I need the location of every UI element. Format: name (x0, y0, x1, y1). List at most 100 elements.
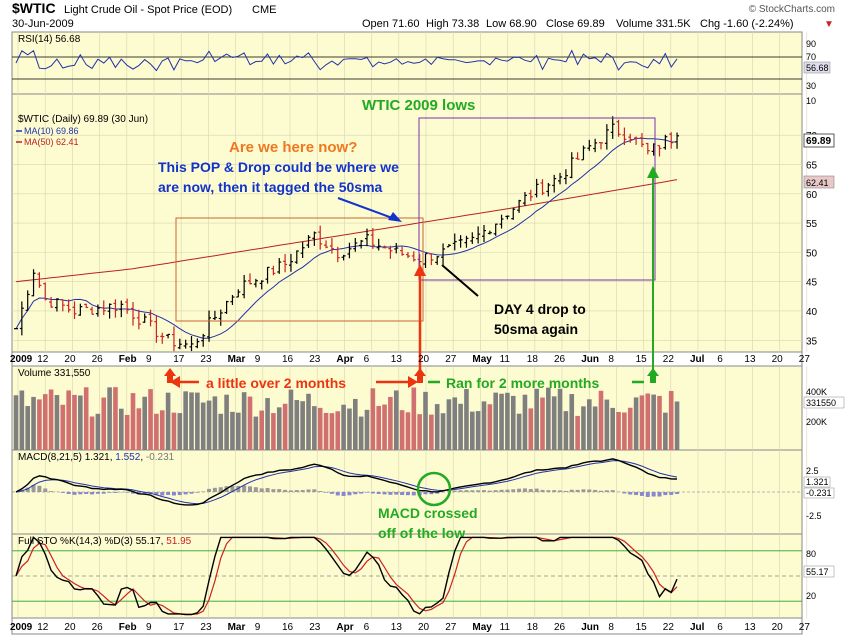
volume-bar (113, 387, 118, 450)
volume-bar (283, 404, 288, 450)
volume-bar (429, 415, 434, 450)
macd-histogram-bar (184, 492, 188, 494)
ma10-legend: MA(10) 69.86 (24, 126, 79, 136)
macd-histogram-bar (336, 492, 340, 495)
volume-bar (476, 411, 481, 450)
macd-histogram-bar (271, 489, 275, 492)
volume-bar (470, 412, 475, 450)
volume-bar (657, 396, 662, 450)
volume-bar (452, 397, 457, 450)
macd-histogram-bar (488, 491, 492, 492)
volume-bar (43, 394, 48, 450)
volume-bar (300, 401, 305, 450)
volume-bar (587, 399, 592, 450)
macd-histogram-bar (172, 492, 176, 495)
macd-histogram-bar (190, 492, 194, 494)
macd-histogram-bar (552, 490, 556, 492)
macd-histogram-bar (622, 492, 626, 493)
sto-last-value: 55.17 (806, 567, 829, 577)
macd-histogram-bar (242, 485, 246, 492)
sto-label: Full STO %K(14,3) %D(3) 55.17, 51.95 (18, 536, 192, 547)
volume-bar (534, 389, 539, 450)
macd-hist-last: -0.231 (806, 488, 832, 498)
macd-label: MACD(8,21,5) 1.321, 1.552, -0.231 (18, 452, 175, 463)
x-tick-label: Feb (119, 354, 137, 365)
sto-tick-80: 80 (806, 549, 816, 559)
x-tick-label: Apr (336, 622, 353, 633)
volume-bar (49, 389, 54, 450)
volume-bar (376, 406, 381, 450)
macd-histogram-bar (67, 492, 71, 494)
macd-histogram-bar (295, 490, 299, 492)
volume-bar (119, 409, 124, 450)
volume-bar (529, 408, 534, 450)
macd-histogram-bar (517, 489, 521, 492)
macd-histogram-bar (541, 490, 545, 492)
macd-histogram-bar (318, 491, 322, 492)
volume-bar (14, 395, 19, 450)
volume-bar (634, 397, 639, 450)
x-tick-label: Jun (581, 354, 599, 365)
volume-bar (154, 414, 159, 450)
volume-bar (324, 413, 329, 450)
volume-bar (353, 399, 358, 450)
x-tick-label: Jul (690, 622, 705, 633)
volume-bar (224, 395, 229, 450)
volume-bar (137, 408, 142, 450)
volume-bar (271, 413, 276, 450)
macd-histogram-bar (587, 490, 591, 492)
x-tick-label: 13 (391, 622, 403, 633)
volume-bar (488, 404, 493, 450)
macd-histogram-bar (61, 492, 65, 493)
volume-bar (101, 398, 106, 450)
macd-histogram-bar (359, 492, 363, 494)
macd-histogram-bar (505, 490, 509, 492)
volume-bar (646, 394, 651, 450)
volume-summary: Volume 331.5K (616, 18, 691, 30)
x-tick-label: 27 (799, 354, 811, 365)
volume-bar (447, 399, 452, 450)
macd-last-value: 1.321 (806, 477, 829, 487)
volume-bar (20, 391, 25, 450)
volume-bar (435, 404, 440, 450)
x-tick-label: 9 (146, 354, 152, 365)
volume-bar (55, 395, 60, 450)
x-tick-label: 17 (173, 622, 185, 633)
x-tick-label: May (472, 354, 492, 365)
volume-bar (517, 414, 522, 450)
volume-bar (564, 411, 569, 450)
x-tick-label: 13 (391, 354, 403, 365)
volume-bar (90, 417, 95, 450)
volume-bar (669, 391, 674, 450)
rsi-last-value: 56.68 (806, 63, 829, 73)
x-tick-label: 22 (663, 354, 675, 365)
volume-bar (675, 402, 680, 450)
volume-bar (160, 410, 165, 450)
macd-histogram-bar (207, 489, 211, 492)
volume-bar (183, 391, 188, 450)
ohlc-high: High 73.38 (426, 18, 479, 30)
macd-histogram-bar (605, 490, 609, 492)
volume-bar (552, 396, 557, 450)
macd-histogram-bar (453, 491, 457, 492)
volume-bar (651, 395, 656, 450)
price-tick: 40 (806, 307, 818, 318)
x-tick-label: 13 (744, 354, 756, 365)
symbol: $WTIC (12, 0, 56, 16)
volume-bar (569, 394, 574, 450)
x-tick-label: 9 (255, 354, 261, 365)
price-tick: 65 (806, 160, 818, 171)
ohlc-close: Close 69.89 (546, 18, 605, 30)
x-tick-label: 6 (717, 622, 723, 633)
macd-histogram-bar (529, 489, 533, 492)
macd-histogram-bar (330, 492, 334, 494)
macd-histogram-bar (213, 488, 217, 492)
volume-bar (663, 413, 668, 450)
volume-bar (289, 390, 294, 450)
ma50-legend: MA(50) 62.41 (24, 137, 79, 147)
sto-tick-20: 20 (806, 591, 816, 601)
ohlc-open: Open 71.60 (362, 18, 420, 30)
macd-histogram-bar (178, 492, 182, 495)
volume-bar (394, 390, 399, 450)
x-tick-label: 17 (173, 354, 185, 365)
